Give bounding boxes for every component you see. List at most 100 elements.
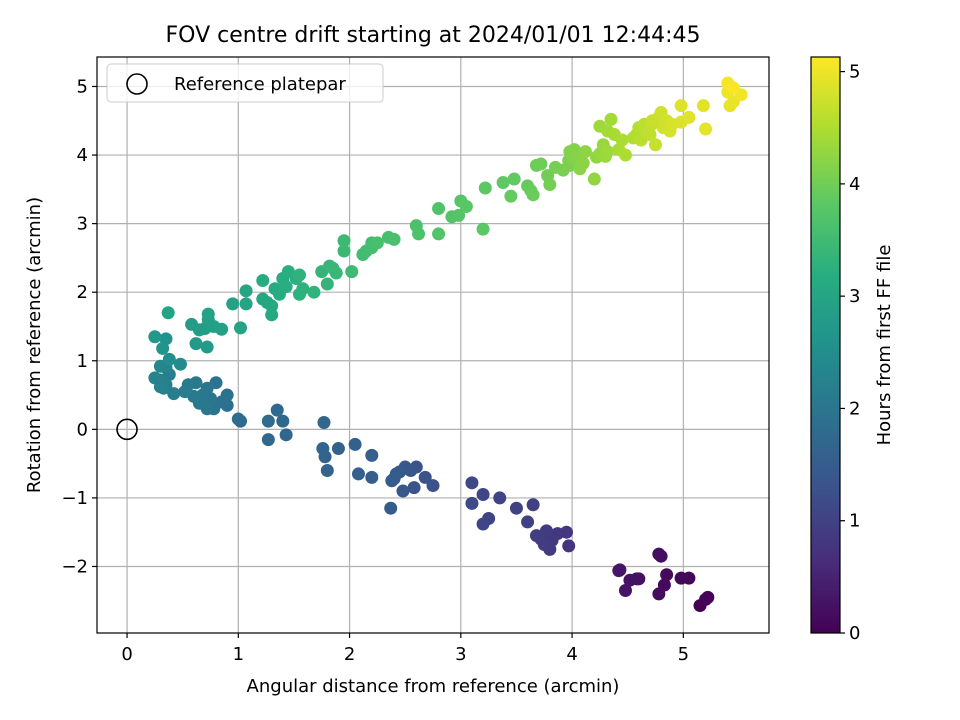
data-point xyxy=(660,568,674,582)
data-point xyxy=(156,341,170,355)
data-point xyxy=(465,496,479,510)
data-point xyxy=(601,145,615,159)
data-point xyxy=(173,357,187,371)
y-tick-label: 5 xyxy=(77,76,88,97)
colorbar-frame xyxy=(810,56,841,634)
data-point xyxy=(215,322,229,336)
data-point xyxy=(534,157,548,171)
data-point xyxy=(384,501,398,515)
colorbar-gradient xyxy=(811,57,840,633)
data-point xyxy=(612,564,626,578)
data-point xyxy=(643,127,657,141)
data-point xyxy=(345,265,359,279)
data-point xyxy=(615,133,629,147)
x-axis-ticks: 0 1 2 3 4 5 xyxy=(121,633,689,665)
colorbar-tick-label: 3 xyxy=(849,286,860,307)
data-point xyxy=(348,437,362,451)
data-point xyxy=(178,385,192,399)
data-point xyxy=(476,517,490,531)
data-point xyxy=(320,463,334,477)
data-point xyxy=(726,81,740,95)
colorbar-tick-label: 2 xyxy=(849,398,860,419)
data-point xyxy=(200,340,214,354)
data-point xyxy=(696,99,710,113)
grid-lines xyxy=(97,57,769,633)
data-point xyxy=(426,479,440,493)
data-point xyxy=(329,266,343,280)
reference-platepar-marker xyxy=(116,418,138,441)
x-tick-label: 2 xyxy=(344,644,355,665)
data-point xyxy=(526,188,540,202)
data-point xyxy=(148,330,162,344)
y-tick-label: 0 xyxy=(77,419,88,440)
y-axis-ticks: −2 −1 0 1 2 3 4 5 xyxy=(61,76,97,577)
data-point xyxy=(261,433,275,447)
data-point xyxy=(604,112,618,126)
data-point xyxy=(279,428,293,442)
legend-marker xyxy=(126,73,148,95)
data-point xyxy=(239,284,253,298)
data-point xyxy=(478,181,492,195)
colorbar-tick-label: 0 xyxy=(849,623,860,644)
colorbar-label: Hours from first FF file xyxy=(874,245,895,446)
data-point xyxy=(432,202,446,216)
x-axis-label: Angular distance from reference (arcmin) xyxy=(247,676,620,697)
data-point xyxy=(162,352,176,366)
data-point xyxy=(234,321,248,335)
data-point xyxy=(699,592,713,606)
data-point xyxy=(587,172,601,186)
y-tick-label: −2 xyxy=(61,556,88,577)
data-point xyxy=(270,403,284,417)
data-point xyxy=(432,227,446,241)
data-point xyxy=(418,470,432,484)
data-point xyxy=(292,268,306,282)
data-point xyxy=(529,529,543,543)
chart-title: FOV centre drift starting at 2024/01/01 … xyxy=(166,23,701,48)
data-point xyxy=(507,172,521,186)
data-point xyxy=(331,442,345,456)
data-point xyxy=(185,317,199,331)
data-point xyxy=(509,501,523,515)
data-point xyxy=(148,371,162,385)
data-point xyxy=(493,491,507,505)
data-point xyxy=(578,145,592,159)
data-point xyxy=(521,515,535,529)
data-point xyxy=(407,481,421,495)
data-point xyxy=(652,587,666,601)
y-tick-label: −1 xyxy=(61,488,88,509)
data-point xyxy=(562,539,576,553)
data-point xyxy=(618,148,632,162)
data-point xyxy=(279,280,293,294)
y-tick-label: 4 xyxy=(77,145,88,166)
data-point xyxy=(623,573,637,587)
data-point xyxy=(387,232,401,246)
data-point xyxy=(385,474,399,488)
y-tick-label: 1 xyxy=(77,351,88,372)
data-point xyxy=(276,414,290,428)
data-point xyxy=(153,359,167,373)
data-point xyxy=(296,282,310,296)
data-point xyxy=(201,307,215,321)
data-point xyxy=(161,306,175,320)
data-point xyxy=(618,583,632,597)
data-point xyxy=(231,412,245,426)
data-point xyxy=(351,467,365,481)
data-point xyxy=(465,476,479,490)
data-point xyxy=(265,308,279,322)
data-point xyxy=(256,274,270,288)
data-point xyxy=(526,498,540,512)
x-tick-label: 5 xyxy=(678,644,689,665)
data-point xyxy=(674,571,688,585)
data-point xyxy=(365,448,379,462)
data-point xyxy=(167,387,181,401)
data-point xyxy=(412,227,426,241)
colorbar-ticks: 0 1 2 3 4 5 xyxy=(840,62,860,644)
data-point xyxy=(365,470,379,484)
colorbar: 0 1 2 3 4 5 Hours from first FF file xyxy=(810,56,895,644)
data-point xyxy=(476,487,490,501)
x-tick-label: 1 xyxy=(233,644,244,665)
y-axis-label: Rotation from reference (arcmin) xyxy=(24,197,45,493)
plot-frame xyxy=(96,56,770,634)
data-point xyxy=(496,175,510,189)
